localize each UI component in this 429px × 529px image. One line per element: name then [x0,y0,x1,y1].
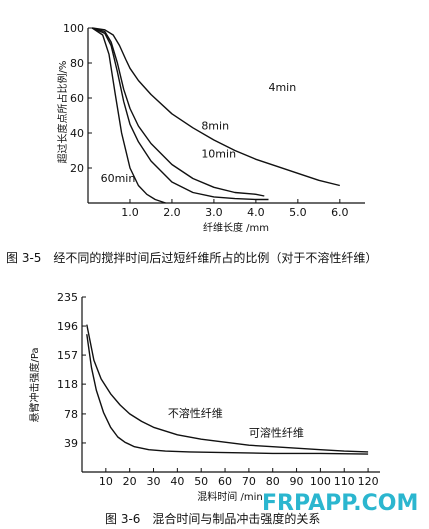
y-tick-label: 80 [70,57,84,70]
x-tick-label: 100 [310,475,331,488]
series-line [86,324,369,453]
series-line [92,27,265,197]
series-line [86,334,369,455]
x-tick-label: 110 [334,475,355,488]
series-label: 可溶性纤维 [249,425,304,439]
x-tick-label: 10 [99,475,113,488]
chart-impact-strength: 39 78 118 157 196 235 10 20 30 40 50 60 70 80 90 100 110… [28,291,380,503]
x-tick-label: 80 [266,475,280,488]
x-axis-title: 混料时间 /min [197,490,262,503]
y-tick-label: 196 [57,320,78,333]
series-line [92,27,340,187]
x-tick-label: 60 [218,475,232,488]
x-tick-label: 5.0 [289,206,307,219]
series-line [91,27,269,201]
caption-fig-3-5: 图 3-5 经不同的搅拌时间后过短纤维所占的比例（对于不溶性纤维） [6,250,377,265]
x-tick-label: 90 [290,475,304,488]
y-tick-label: 40 [70,127,84,140]
y-tick-label: 60 [70,92,84,105]
x-tick-label: 20 [123,475,137,488]
y-tick-label: 100 [63,22,84,35]
x-tick-label: 70 [242,475,256,488]
y-tick-label: 20 [70,162,84,175]
y-tick-label: 157 [57,349,78,362]
series-label: 10min [201,148,236,161]
x-tick-label: 40 [170,475,184,488]
caption-fig-3-6: 图 3-6 混合时间与制品冲击强度的关系 [105,511,320,526]
y-axis-title: 超过长度点所占比例/% [56,61,69,164]
x-tick-label: 3.0 [205,206,223,219]
x-tick-label: 50 [194,475,208,488]
x-axis-title: 纤维长度 /mm [203,221,269,234]
y-tick-label: 39 [64,437,78,450]
y-tick-label: 235 [57,291,78,304]
series-label: 4min [268,81,296,94]
chart-fiber-length: 20 40 60 80 100 2.0 3.0 4.0 5.0 6.0 1.0 纤维长度 /mm 超过长… [56,22,365,234]
x-tick-label: 2.0 [163,206,181,219]
series-label: 60min [101,172,136,185]
y-tick-label: 78 [64,408,78,421]
x-tick-label: 4.0 [247,206,265,219]
x-tick-label: 30 [147,475,161,488]
x-tick-label: 1.0 [121,206,139,219]
series-line [91,27,166,204]
y-axis-title: 悬臂冲击强度/Pa [28,347,41,422]
watermark-logo: FRPAPP.COM [262,491,418,516]
series-label: 不溶性纤维 [168,406,223,420]
y-tick-label: 118 [57,378,78,391]
x-tick-label: 6.0 [331,206,349,219]
series-label: 8min [201,120,229,133]
x-tick-label: 120 [358,475,379,488]
